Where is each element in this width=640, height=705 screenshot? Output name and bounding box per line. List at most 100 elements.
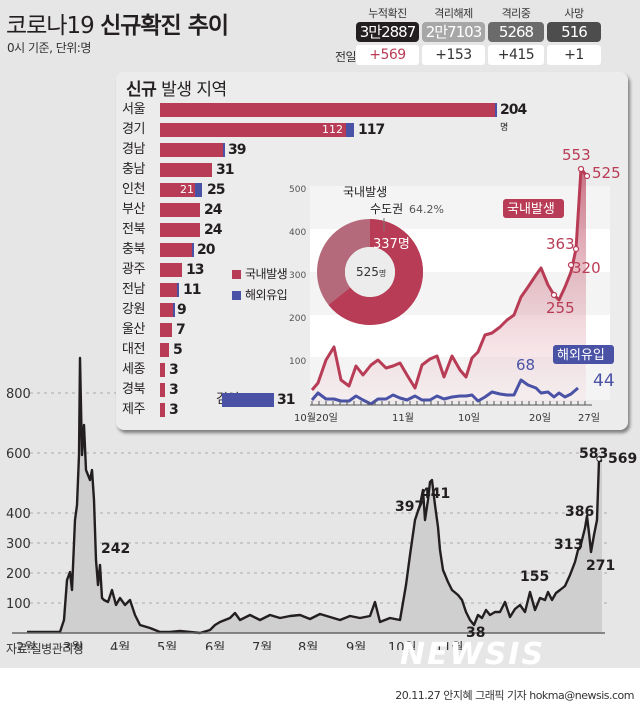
stat-label: 격리해제 bbox=[434, 7, 473, 20]
bar-domestic bbox=[160, 263, 182, 277]
bar-overseas bbox=[195, 183, 202, 197]
value-num: 204 bbox=[500, 102, 527, 118]
bar-value: 204 명 bbox=[500, 102, 527, 136]
svg-text:수도권: 수도권 bbox=[370, 202, 403, 216]
svg-text:441: 441 bbox=[421, 486, 450, 502]
overseas-tag bbox=[553, 345, 614, 364]
region-label: 울산 bbox=[122, 322, 145, 337]
svg-text:10월: 10월 bbox=[388, 641, 417, 650]
main-area-chart: 800 600 400 300 200 100 242 397 441 38 1… bbox=[6, 356, 637, 650]
svg-text:525: 525 bbox=[592, 164, 621, 182]
svg-text:569: 569 bbox=[608, 451, 637, 467]
region-label: 제주 bbox=[122, 402, 145, 417]
region-label: 전남 bbox=[122, 282, 145, 297]
stat-value: 3만2887 bbox=[356, 22, 419, 42]
svg-text:200: 200 bbox=[289, 314, 306, 324]
x-axis-labels: 2월 3월 4월 5월 6월 7월 8월 9월 10월 11월 bbox=[16, 641, 464, 650]
svg-text:313: 313 bbox=[554, 537, 583, 553]
svg-text:44: 44 bbox=[593, 371, 615, 391]
svg-text:155: 155 bbox=[520, 569, 549, 585]
region-label: 인천 bbox=[122, 182, 145, 197]
svg-text:64.2%: 64.2% bbox=[409, 203, 444, 216]
svg-text:7월: 7월 bbox=[252, 641, 272, 650]
svg-text:5월: 5월 bbox=[157, 641, 177, 650]
title-bold: 신규확진 추이 bbox=[100, 13, 229, 39]
newsis-logo: NEWSIS bbox=[400, 637, 546, 672]
svg-text:200: 200 bbox=[6, 567, 31, 582]
bar-value: 25 bbox=[207, 182, 226, 198]
bar-overseas bbox=[495, 103, 497, 117]
bar-domestic bbox=[160, 343, 169, 357]
region-label: 부산 bbox=[122, 202, 145, 217]
legend-swatch bbox=[232, 270, 241, 279]
stat-isolated: 격리중 5268 +415 bbox=[487, 6, 545, 65]
stat-value: 5268 bbox=[488, 22, 544, 42]
inset-y-axis: 500 400 300 200 100 bbox=[289, 185, 306, 367]
region-label: 전북 bbox=[122, 222, 145, 237]
bar-domestic bbox=[160, 363, 165, 377]
stat-label: 사망 bbox=[564, 7, 584, 20]
bar-domestic bbox=[160, 383, 165, 397]
legend-domestic: 국내발생 bbox=[232, 265, 288, 282]
title-plain: 코로나19 bbox=[6, 13, 101, 39]
svg-text:6월: 6월 bbox=[205, 641, 225, 650]
page-title: 코로나19 신규확진 추이 bbox=[6, 6, 229, 40]
overseas-tag-label: 해외유입 bbox=[557, 348, 605, 363]
stat-cumulative: 누적확진 3만2887 +569 bbox=[355, 6, 420, 65]
svg-text:11월: 11월 bbox=[392, 412, 414, 424]
svg-text:38: 38 bbox=[466, 625, 485, 641]
bar-domestic bbox=[160, 123, 346, 137]
bar-domestic bbox=[160, 243, 192, 257]
bar-domestic bbox=[160, 283, 177, 297]
svg-text:400: 400 bbox=[6, 507, 31, 522]
bar-value: 39 bbox=[228, 142, 247, 158]
bar-value: 24 bbox=[204, 202, 223, 218]
legend-swatch bbox=[232, 291, 241, 300]
bar-domestic bbox=[160, 143, 223, 157]
legend-label: 해외유입 bbox=[245, 288, 288, 302]
svg-text:583: 583 bbox=[579, 446, 608, 462]
svg-text:397: 397 bbox=[395, 499, 424, 515]
bar-value: 3 bbox=[169, 382, 179, 398]
region-label: 경기 bbox=[122, 122, 145, 137]
bar-domestic bbox=[160, 183, 195, 197]
bar-overseas bbox=[173, 303, 175, 317]
stat-delta: +415 bbox=[488, 45, 544, 65]
region-label: 대전 bbox=[122, 342, 145, 357]
svg-text:242: 242 bbox=[101, 541, 130, 557]
bar-value: 117 bbox=[358, 122, 385, 138]
page-subtitle: 0시 기준, 단위:명 bbox=[7, 41, 91, 55]
svg-text:9월: 9월 bbox=[346, 641, 366, 650]
svg-text:271: 271 bbox=[586, 558, 615, 574]
bar-value: 31 bbox=[277, 392, 296, 408]
legend-overseas: 해외유입 bbox=[232, 286, 288, 303]
region-label: 충남 bbox=[122, 162, 145, 177]
stat-delta: +569 bbox=[356, 45, 419, 65]
region-label: 강원 bbox=[122, 302, 145, 317]
bar-value: 3 bbox=[169, 402, 179, 418]
svg-text:4월: 4월 bbox=[110, 641, 130, 650]
svg-text:320: 320 bbox=[572, 259, 601, 277]
stat-value: 2만7103 bbox=[422, 22, 485, 42]
region-label: 경북 bbox=[122, 382, 145, 397]
svg-text:300: 300 bbox=[289, 271, 306, 281]
svg-text:553: 553 bbox=[562, 146, 591, 164]
region-label: 경남 bbox=[122, 142, 145, 157]
svg-text:68: 68 bbox=[516, 356, 535, 374]
domestic-tag bbox=[503, 199, 564, 218]
stat-label: 격리중 bbox=[501, 7, 531, 20]
credit-line: 20.11.27 안지혜 그래픽 기자 hokma@newsis.com bbox=[395, 689, 634, 702]
svg-text:800: 800 bbox=[6, 387, 31, 402]
svg-text:11월: 11월 bbox=[435, 641, 464, 650]
svg-text:400: 400 bbox=[289, 228, 306, 238]
svg-text:10월20일: 10월20일 bbox=[294, 412, 338, 424]
inset-title-plain: 발생 지역 bbox=[156, 80, 227, 100]
stat-label: 누적확진 bbox=[368, 7, 407, 20]
bar-domestic bbox=[160, 323, 172, 337]
bar-domestic bbox=[160, 163, 212, 177]
bar-domestic bbox=[160, 103, 495, 117]
inset-title: 신규 발생 지역 bbox=[126, 75, 227, 100]
source-label: 자료:질병관리청 bbox=[6, 642, 84, 656]
bar-value: 31 bbox=[216, 162, 235, 178]
value-unit: 명 bbox=[500, 123, 508, 133]
